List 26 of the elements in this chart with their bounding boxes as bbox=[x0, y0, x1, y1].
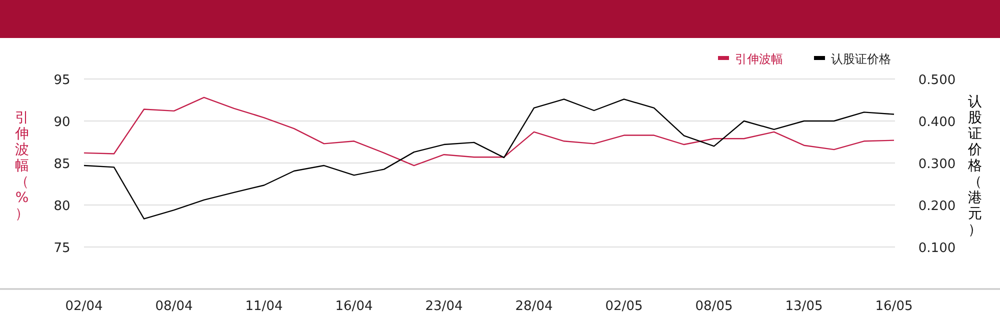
y-tick-label: 85 bbox=[54, 157, 70, 172]
x-tick-label: 08/04 bbox=[155, 299, 193, 314]
y2-tick-label: 0.300 bbox=[918, 157, 956, 172]
legend-label: 认股证价格 bbox=[831, 52, 891, 66]
y-axis-title: 引伸波幅（%） bbox=[14, 110, 29, 222]
text: 认股证价格（港元） bbox=[968, 94, 982, 238]
x-tick-label: 28/04 bbox=[515, 299, 553, 314]
y-tick-label: 80 bbox=[54, 199, 70, 214]
line-series bbox=[83, 96, 895, 166]
x-tick-label: 11/04 bbox=[245, 299, 283, 314]
legend-label: 引伸波幅 bbox=[735, 52, 783, 66]
y2-tick-label: 0.500 bbox=[918, 73, 956, 88]
y-tick-label: 75 bbox=[54, 241, 70, 256]
y2-tick-label: 0.200 bbox=[918, 199, 956, 214]
x-tick-label: 02/04 bbox=[65, 299, 103, 314]
y-tick-label: 90 bbox=[54, 115, 70, 130]
x-tick-label: 23/04 bbox=[425, 299, 463, 314]
x-tick-label: 16/05 bbox=[875, 299, 913, 314]
x-tick-label: 16/04 bbox=[335, 299, 373, 314]
y-tick-label: 95 bbox=[54, 73, 70, 88]
y2-tick-label: 0.100 bbox=[918, 241, 956, 256]
y2-tick-label: 0.400 bbox=[918, 115, 956, 130]
x-tick-label: 13/05 bbox=[785, 299, 823, 314]
x-tick-label: 02/05 bbox=[605, 299, 643, 314]
line-series bbox=[83, 98, 895, 220]
x-tick-label: 08/05 bbox=[695, 299, 733, 314]
